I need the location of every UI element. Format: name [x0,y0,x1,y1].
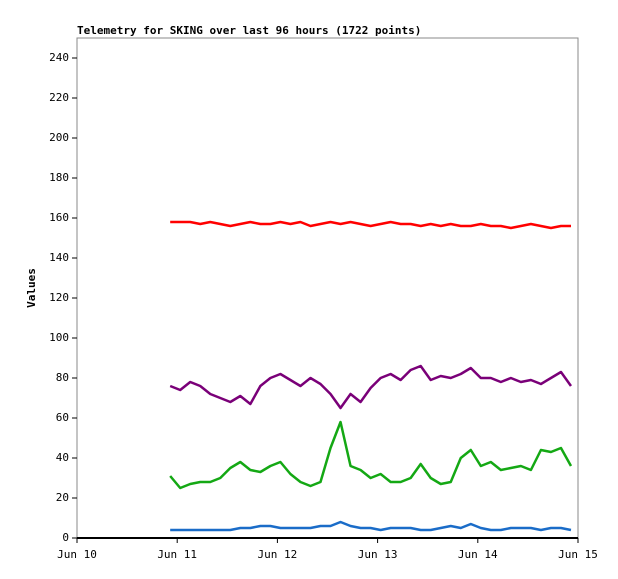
x-tick-label: Jun 14 [458,548,498,561]
x-tick-label: Jun 11 [157,548,197,561]
x-tick-label: Jun 12 [258,548,298,561]
y-tick-label: 80 [56,371,69,384]
plot-area [76,37,579,539]
y-tick-label: 100 [49,331,69,344]
y-tick-label: 60 [56,411,69,424]
y-tick-label: 240 [49,51,69,64]
chart-title: Telemetry for SKING over last 96 hours (… [77,24,421,37]
y-tick-label: 200 [49,131,69,144]
y-tick-label: 120 [49,291,69,304]
y-tick-label: 160 [49,211,69,224]
series-line [170,220,571,230]
x-tick-label: Jun 10 [57,548,97,561]
y-tick-label: 180 [49,171,69,184]
y-tick-label: 140 [49,251,69,264]
y-tick-label: 220 [49,91,69,104]
x-tick-label: Jun 13 [358,548,398,561]
series-line [169,364,573,410]
y-axis-label: Values [25,268,38,308]
y-tick-label: 40 [56,451,69,464]
x-tick-label: Jun 15 [558,548,598,561]
y-tick-label: 0 [62,531,69,544]
series-line [169,420,573,490]
series-line [170,520,572,532]
y-tick-label: 20 [56,491,69,504]
